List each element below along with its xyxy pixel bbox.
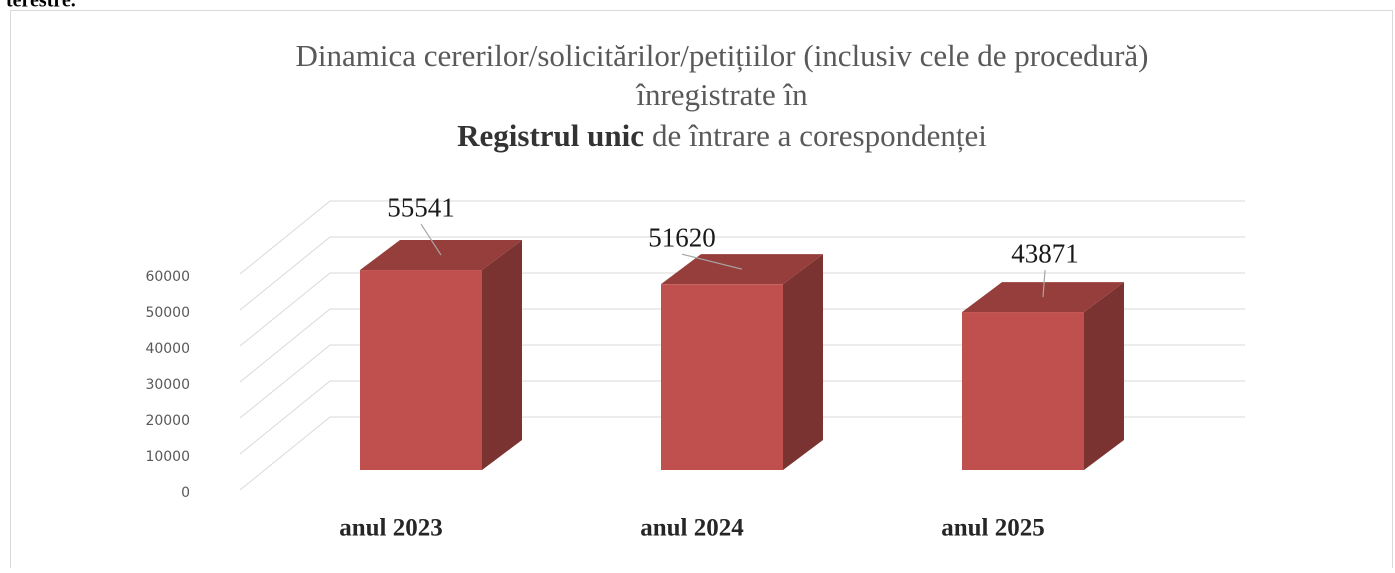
grid-line	[239, 416, 1245, 491]
grid-line	[239, 236, 1245, 311]
grid-line	[239, 380, 1245, 455]
data-label: 43871	[1011, 238, 1079, 268]
leader-line	[1042, 270, 1046, 298]
x-tick-label: anul 2024	[640, 515, 744, 542]
leader-line	[420, 223, 442, 256]
y-tick-label: 50000	[145, 305, 190, 321]
y-tick-label: 40000	[145, 341, 190, 357]
grid-line	[239, 308, 1245, 383]
bar-side	[482, 240, 522, 470]
bar	[661, 284, 783, 470]
bar-side	[1084, 282, 1124, 470]
data-label: 51620	[648, 222, 716, 252]
header-text: terestre.	[6, 0, 76, 12]
chart-title-rest: de întrare a corespondenței	[652, 118, 987, 153]
x-tick-label: anul 2023	[339, 515, 443, 542]
chart-title-bold: Registrul unic	[457, 118, 644, 153]
leader-line	[681, 253, 743, 270]
chart-frame	[10, 10, 1393, 573]
bar	[360, 270, 482, 470]
grid-line	[239, 200, 1245, 275]
x-tick-label: anul 2025	[941, 515, 1045, 542]
y-tick-label: 30000	[145, 377, 190, 393]
data-label: 55541	[387, 192, 455, 222]
grid-line	[239, 344, 1245, 419]
y-tick-label: 0	[181, 485, 190, 501]
bar	[962, 312, 1084, 470]
chart-title: înregistrate în	[635, 77, 808, 112]
y-tick-label: 60000	[145, 269, 190, 285]
chart-title: Dinamica cererilor/solicitărilor/petiții…	[296, 38, 1149, 73]
grid-line	[239, 272, 1245, 347]
bar-side	[783, 254, 823, 470]
chart-title: Registrul unic de întrare a corespondențe…	[457, 118, 987, 153]
y-tick-label: 20000	[145, 413, 190, 429]
y-tick-label: 10000	[145, 449, 190, 465]
